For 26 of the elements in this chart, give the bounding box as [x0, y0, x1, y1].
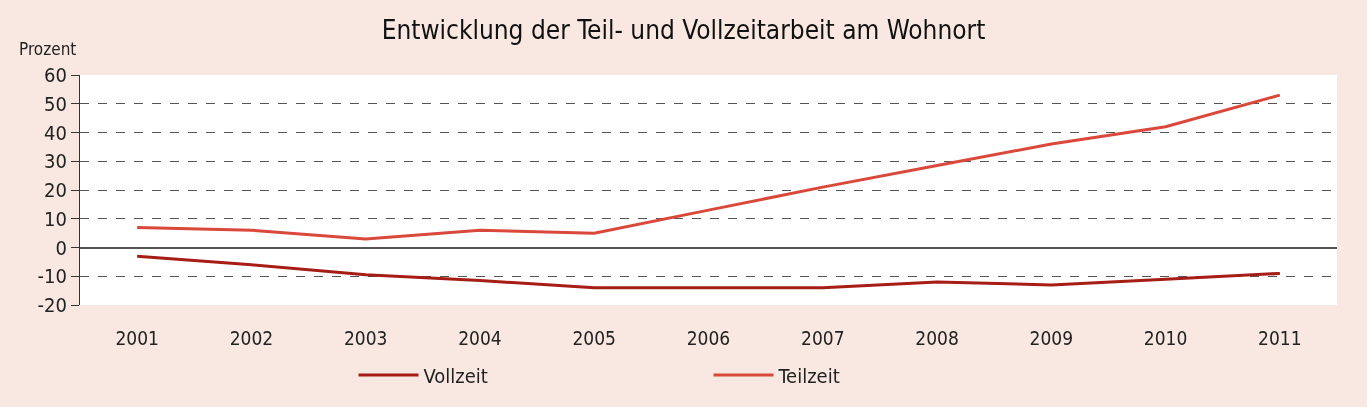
x-tick-label: 2010: [1143, 327, 1188, 349]
x-tick-label: 2011: [1258, 327, 1302, 349]
y-axis-title: Prozent: [19, 39, 77, 59]
y-tick-label: 50: [44, 91, 67, 116]
y-tick-label: 20: [44, 178, 67, 202]
x-tick-label: 2009: [1029, 327, 1074, 349]
y-tick-label: 60: [44, 63, 67, 87]
x-tick-label: 2002: [229, 327, 274, 349]
x-tick-label: 2003: [343, 327, 388, 349]
chart-title: Entwicklung der Teil- und Vollzeitarbeit am Wohnort: [381, 14, 986, 45]
legend-label: Vollzeit: [423, 363, 488, 388]
y-tick-label: 0: [55, 235, 67, 260]
y-tick-label: 40: [44, 120, 67, 145]
x-tick-label: 2008: [915, 327, 959, 349]
x-tick-label: 2007: [801, 327, 845, 349]
y-tick-label: -10: [37, 264, 67, 289]
x-tick-label: 2004: [458, 327, 502, 349]
x-tick-label: 2001: [115, 327, 159, 349]
x-tick-label: 2005: [572, 327, 616, 349]
legend-label: Teilzeit: [777, 363, 840, 388]
line-series: [135, 93, 1282, 241]
y-tick-label: -20: [37, 293, 67, 317]
line-series: [135, 254, 1282, 290]
y-tick-label: 10: [44, 206, 67, 231]
y-tick-label: 30: [44, 149, 67, 174]
x-tick-label: 2006: [686, 327, 731, 349]
